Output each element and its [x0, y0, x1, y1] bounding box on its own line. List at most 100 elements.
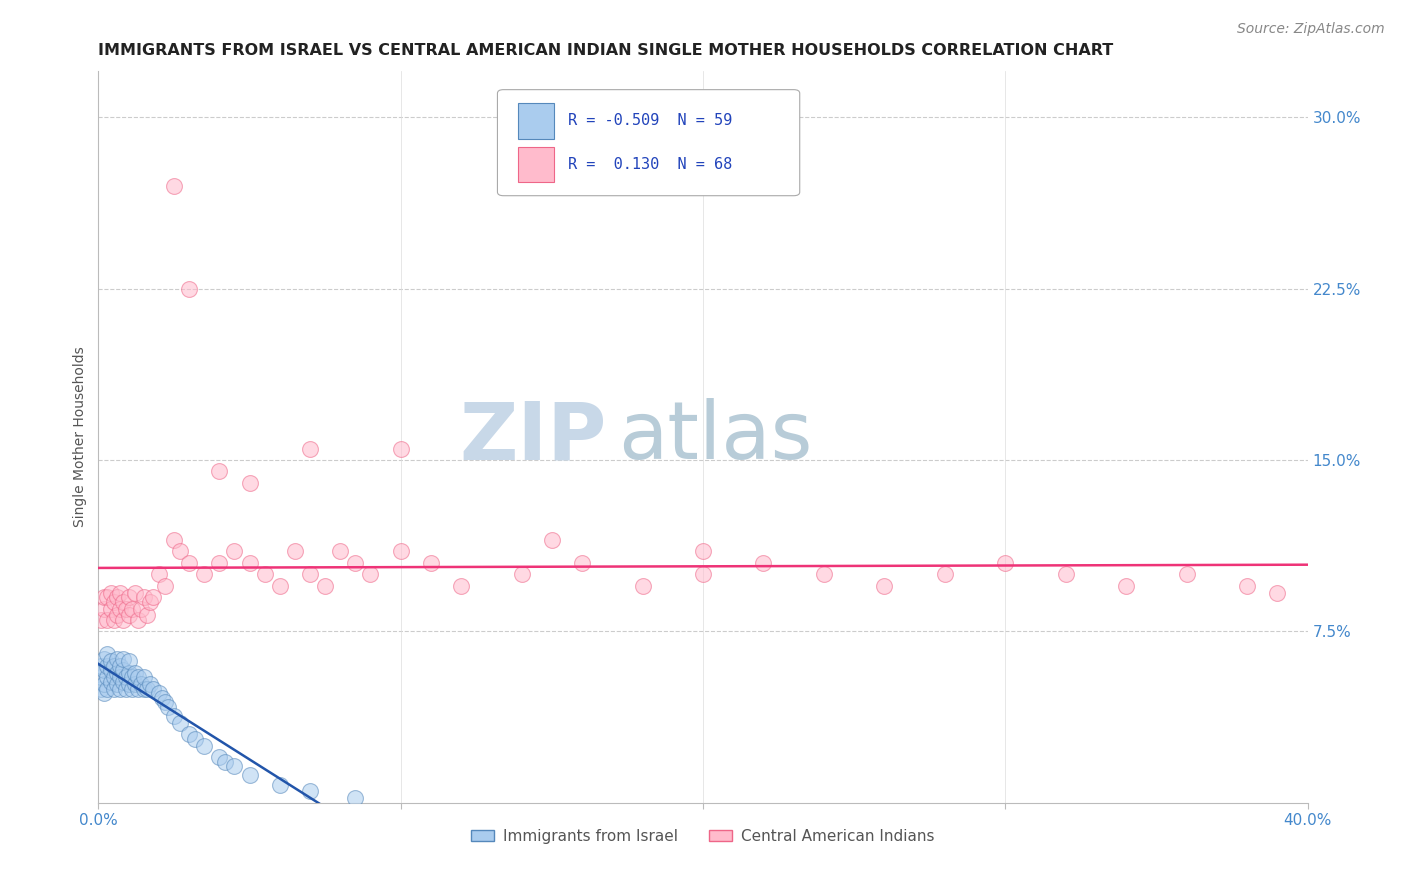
Point	[121, 601, 143, 615]
Point	[163, 178, 186, 193]
Point	[269, 778, 291, 792]
Point	[111, 595, 134, 609]
Point	[118, 608, 141, 623]
Point	[813, 567, 835, 582]
Point	[169, 544, 191, 558]
Point	[96, 658, 118, 673]
Point	[163, 709, 186, 723]
Point	[127, 681, 149, 696]
Point	[129, 601, 152, 615]
Point	[692, 567, 714, 582]
Point	[129, 677, 152, 691]
Point	[93, 590, 115, 604]
Point	[121, 681, 143, 696]
Point	[108, 670, 131, 684]
Point	[132, 590, 155, 604]
Text: ZIP: ZIP	[458, 398, 606, 476]
Point	[124, 585, 146, 599]
Point	[389, 442, 412, 456]
Point	[299, 567, 322, 582]
Point	[124, 665, 146, 680]
Point	[360, 567, 382, 582]
Point	[269, 579, 291, 593]
Point	[121, 670, 143, 684]
Point	[163, 533, 186, 547]
Point	[239, 475, 262, 490]
Point	[135, 608, 157, 623]
Point	[179, 281, 201, 295]
Point	[540, 533, 562, 547]
Point	[299, 442, 322, 456]
Point	[253, 567, 276, 582]
Point	[93, 677, 115, 691]
Point	[344, 556, 367, 570]
Point	[344, 791, 367, 805]
Point	[96, 681, 118, 696]
Point	[118, 654, 141, 668]
Point	[1236, 579, 1258, 593]
Point	[142, 681, 165, 696]
Point	[1054, 567, 1077, 582]
Point	[314, 579, 336, 593]
Point	[139, 595, 162, 609]
Text: IMMIGRANTS FROM ISRAEL VS CENTRAL AMERICAN INDIAN SINGLE MOTHER HOUSEHOLDS CORRE: IMMIGRANTS FROM ISRAEL VS CENTRAL AMERIC…	[98, 43, 1114, 58]
Bar	[517, 103, 554, 138]
Point	[105, 677, 128, 691]
Text: Source: ZipAtlas.com: Source: ZipAtlas.com	[1237, 22, 1385, 37]
Point	[114, 670, 136, 684]
Point	[208, 750, 231, 764]
Point	[1175, 567, 1198, 582]
Point	[148, 686, 170, 700]
Point	[93, 652, 115, 666]
Point	[510, 567, 533, 582]
Point	[284, 544, 307, 558]
Point	[108, 601, 131, 615]
Point	[96, 590, 118, 604]
Point	[153, 695, 176, 709]
Point	[96, 647, 118, 661]
Point	[631, 579, 654, 593]
Point	[105, 608, 128, 623]
Point	[329, 544, 352, 558]
Point	[193, 567, 215, 582]
Point	[208, 556, 231, 570]
Point	[103, 658, 125, 673]
Bar	[517, 147, 554, 182]
Point	[111, 613, 134, 627]
Point	[118, 590, 141, 604]
Point	[108, 658, 131, 673]
Point	[111, 652, 134, 666]
Point	[108, 681, 131, 696]
Point	[169, 715, 191, 730]
Point	[450, 579, 472, 593]
Point	[93, 686, 115, 700]
Point	[100, 585, 122, 599]
Point	[148, 567, 170, 582]
Point	[114, 681, 136, 696]
Point	[111, 663, 134, 677]
Point	[100, 654, 122, 668]
Point	[90, 670, 112, 684]
Point	[179, 556, 201, 570]
Point	[103, 595, 125, 609]
Point	[100, 663, 122, 677]
Point	[108, 585, 131, 599]
Point	[752, 556, 775, 570]
Point	[105, 590, 128, 604]
Point	[93, 601, 115, 615]
Point	[389, 544, 412, 558]
Point	[184, 731, 207, 746]
Point	[150, 690, 173, 705]
Point	[100, 674, 122, 689]
Point	[103, 670, 125, 684]
Point	[105, 665, 128, 680]
Point	[224, 544, 246, 558]
Point	[692, 544, 714, 558]
Point	[127, 613, 149, 627]
Text: R = -0.509  N = 59: R = -0.509 N = 59	[568, 113, 733, 128]
Point	[114, 601, 136, 615]
Point	[420, 556, 443, 570]
Point	[1115, 579, 1137, 593]
Text: atlas: atlas	[619, 398, 813, 476]
Point	[90, 658, 112, 673]
